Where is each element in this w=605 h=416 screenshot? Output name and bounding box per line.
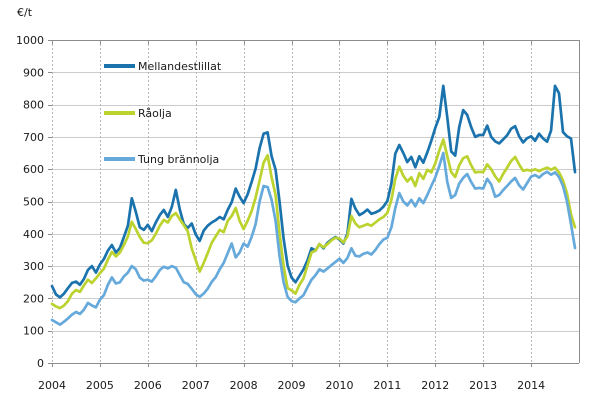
y-axis-tick-label: 500 (23, 196, 44, 209)
x-axis-tick-label: 2011 (373, 379, 401, 392)
series-line-r-olja (50, 138, 577, 310)
series-line-tung-br-nnolja (50, 151, 577, 326)
series-line-mellandestlillat (50, 84, 577, 299)
y-axis-tick-label: 1000 (16, 34, 44, 47)
x-axis-tick-label: 2004 (38, 379, 66, 392)
x-axis-tick-label: 2012 (421, 379, 449, 392)
y-axis-tick-label: 200 (23, 292, 44, 305)
x-axis-tick-label: 2006 (134, 379, 162, 392)
x-axis-tick-label: 2014 (517, 379, 545, 392)
y-axis-unit-label: €/t (17, 6, 33, 19)
y-axis-tick-label: 700 (23, 131, 44, 144)
x-axis-tick-label: 2005 (86, 379, 114, 392)
y-axis-tick-label: 900 (23, 66, 44, 79)
y-axis-tick-label: 300 (23, 260, 44, 273)
x-axis-tick-label: 2007 (182, 379, 210, 392)
x-axis-tick-label: 2009 (278, 379, 306, 392)
x-axis-tick-label: 2013 (469, 379, 497, 392)
y-axis-tick-label: 0 (37, 357, 44, 370)
legend-label: Mellandestlillat (138, 60, 222, 73)
y-axis-tick-label: 600 (23, 163, 44, 176)
y-axis-tick-label: 100 (23, 325, 44, 338)
y-axis-tick-label: 800 (23, 99, 44, 112)
legend-label: Råolja (138, 107, 172, 120)
legend-label: Tung brännolja (137, 153, 219, 166)
y-axis-tick-label: 400 (23, 228, 44, 241)
x-axis-tick-label: 2008 (230, 379, 258, 392)
x-axis-tick-label: 2010 (325, 379, 353, 392)
